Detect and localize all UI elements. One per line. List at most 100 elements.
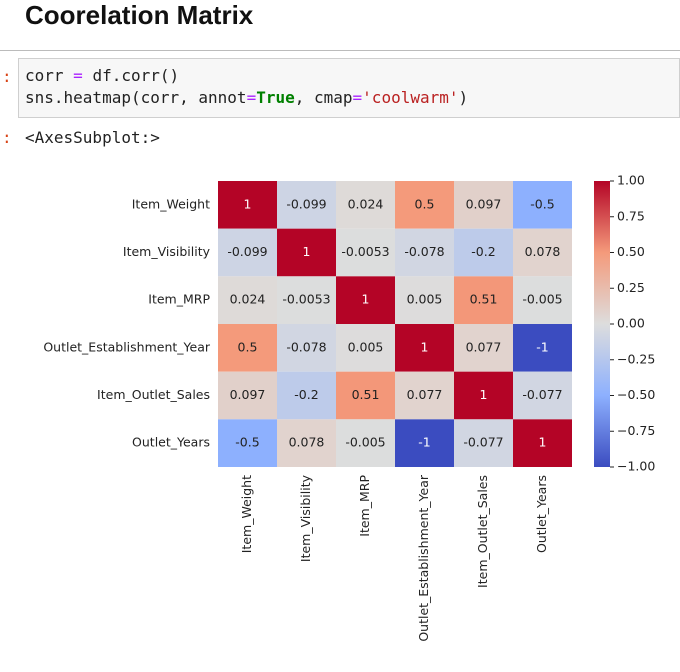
heatmap-cell [218,419,277,467]
column-label: Item_Outlet_Sales [475,475,490,588]
heatmap-cell [454,228,513,277]
colorbar-tick-label: 0.25 [617,280,645,295]
cell-annotation: 1 [480,387,488,402]
divider [0,50,680,51]
heatmap-cell [277,371,336,420]
heatmap-cell [454,371,513,420]
prompt: : [2,67,12,86]
heatmap-cell [513,419,572,467]
cell-annotation: 0.097 [230,387,266,402]
cell-annotation: 1 [362,292,370,307]
heatmap-cell [454,276,513,324]
cell-annotation: -0.078 [286,339,326,354]
code-token: = [73,66,83,85]
row-label: Outlet_Years [132,435,210,450]
heatmap-cell [395,419,454,467]
heatmap-cell [513,181,572,229]
heatmap-cell [454,419,513,467]
column-label: Item_Weight [239,475,254,553]
column-label: Outlet_Establishment_Year [416,474,431,642]
cell-annotation: 0.077 [466,339,502,354]
cell-annotation: 0.5 [415,196,435,211]
cell-annotation: -1 [536,339,548,354]
cell-annotation: 0.097 [466,196,502,211]
code-token: ) [458,88,469,107]
cell-annotation: -0.078 [404,244,444,259]
cell-annotation: 0.077 [407,387,443,402]
code-line: corr = df.corr() [25,65,679,87]
cell-annotation: 0.51 [352,387,380,402]
heatmap-cell [277,276,336,324]
cell-annotation: -0.0053 [282,292,330,307]
colorbar-tick-label: −0.25 [617,351,655,366]
code-cell[interactable]: corr = df.corr() sns.heatmap(corr, annot… [18,58,680,118]
heatmap-cell [336,228,395,277]
cell-annotation: -0.5 [530,196,554,211]
colorbar-tick-label: 0.75 [617,208,645,223]
cell-annotation: -0.077 [522,387,562,402]
cell-annotation: -0.2 [294,387,318,402]
heatmap-cell [218,181,277,229]
cell-annotation: 1 [421,339,429,354]
code-token: True [256,88,295,107]
colorbar-tick-label: −1.00 [617,459,655,474]
code-line: sns.heatmap(corr, annot=True, cmap='cool… [25,87,679,109]
heatmap-cell [336,419,395,467]
cell-annotation: 0.005 [407,292,443,307]
row-label: Item_MRP [148,292,210,307]
cell-annotation: -0.0053 [341,244,389,259]
heatmap-cell [513,228,572,277]
cell-annotation: -0.077 [463,435,503,450]
heatmap-cell [513,371,572,420]
colorbar-tick-label: −0.75 [617,423,655,438]
column-label: Item_MRP [357,475,372,537]
output-text: <AxesSubplot:> [25,128,160,147]
heatmap-cell [513,276,572,324]
heatmap-cell [336,276,395,324]
title: Coorelation Matrix [25,0,254,30]
cell-annotation: -0.099 [227,244,267,259]
code-token: df.corr() [82,66,180,85]
cell-annotation: 0.078 [289,435,325,450]
cell-annotation: -0.099 [286,196,326,211]
row-label: Item_Visibility [123,244,211,259]
heatmap-cell [454,181,513,229]
cell-annotation: 1 [303,244,311,259]
code-token: sns.heatmap(corr, annot [25,88,247,107]
heatmap-cell [336,181,395,229]
heatmap-cell [218,276,277,324]
row-label: Outlet_Establishment_Year [43,339,211,354]
column-label: Outlet_Years [534,475,549,553]
cell-annotation: 0.005 [348,339,384,354]
colorbar [594,181,610,467]
cell-annotation: 0.024 [230,292,266,307]
code-token: corr [25,66,74,85]
colorbar-tick-label: 0.50 [617,244,645,259]
colorbar-tick-label: 1.00 [617,173,645,188]
prompt: : [2,128,12,147]
heatmap-cell [336,371,395,420]
heatmap-cell [218,371,277,420]
heatmap-cell [513,324,572,372]
colorbar-tick-label: −0.50 [617,387,655,402]
heatmap-cell [395,371,454,420]
heatmap-cell [454,324,513,372]
heatmap-cell [277,228,336,277]
heatmap-cell [395,276,454,324]
heatmap-cell [395,228,454,277]
heatmap-cell [218,324,277,372]
colorbar-tick-label: 0.00 [617,316,645,331]
cell-annotation: -0.5 [235,435,259,450]
cell-annotation: 1 [539,435,547,450]
heatmap-cell [277,181,336,229]
heatmap-cell [218,228,277,277]
heatmap-cell [277,324,336,372]
cell-annotation: -0.005 [345,435,385,450]
cell-annotation: 0.078 [525,244,561,259]
column-label: Item_Visibility [298,474,313,562]
heatmap-cell [395,324,454,372]
row-label: Item_Weight [132,196,210,211]
cell-annotation: 0.5 [238,339,258,354]
